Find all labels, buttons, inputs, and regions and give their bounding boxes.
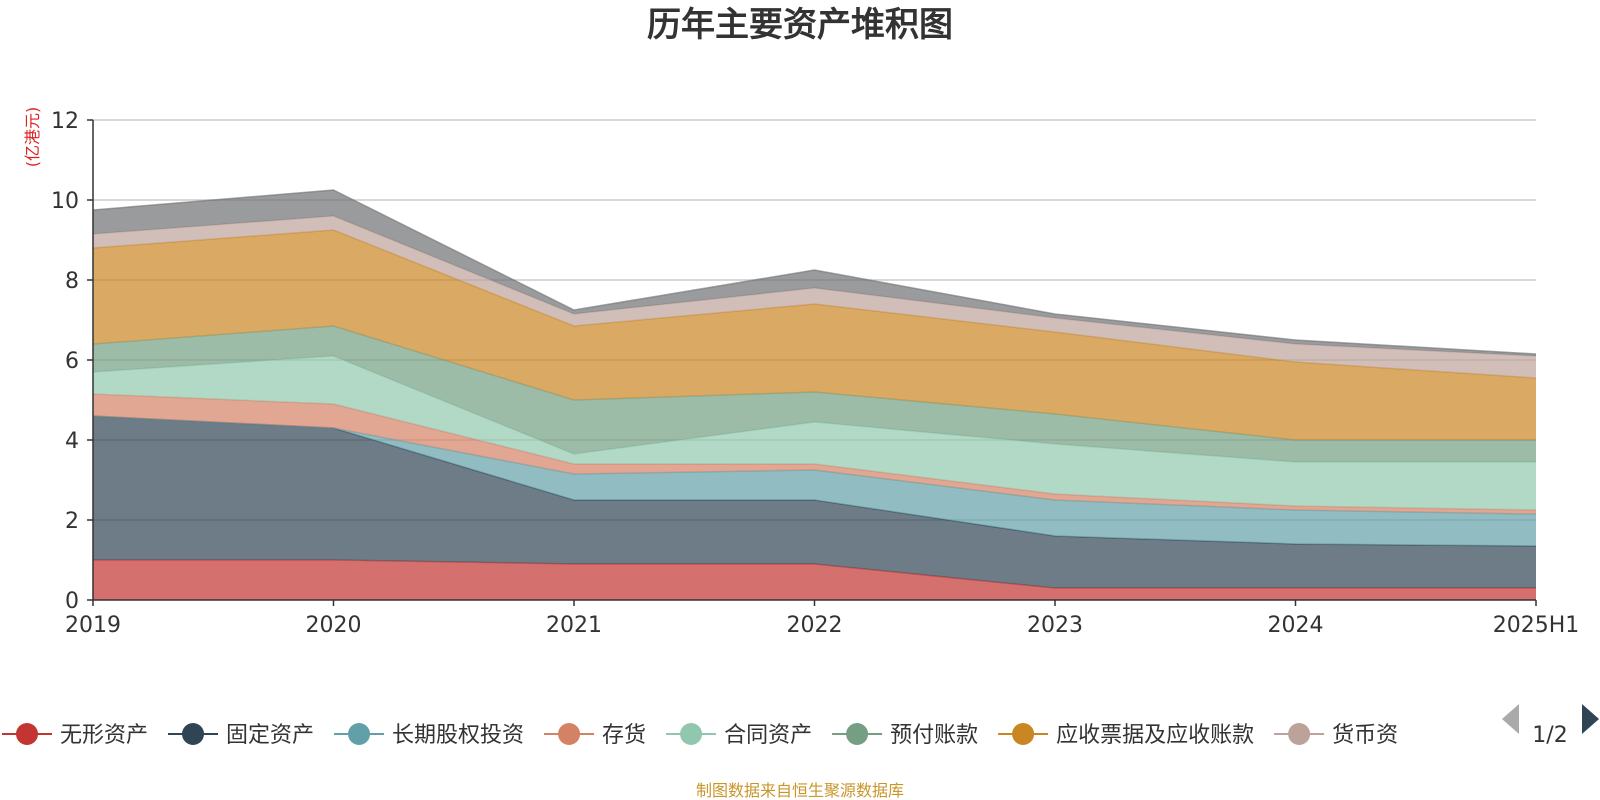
x-tick-label-5: 2024 <box>1268 613 1324 638</box>
legend-marker-4 <box>680 723 703 745</box>
area-series-3 <box>93 394 1536 514</box>
legend-label-3: 存货 <box>602 723 646 748</box>
y-tick-label-0: 0 <box>65 589 79 614</box>
area-series-5 <box>93 326 1536 462</box>
area-series-1 <box>93 416 1536 588</box>
y-tick-label-5: 10 <box>51 189 79 214</box>
y-ticks: 0 2 4 6 8 10 12 <box>51 109 93 614</box>
legend-item-5[interactable]: 预付账款 <box>832 723 978 748</box>
y-tick-label-3: 6 <box>65 349 79 374</box>
legend-marker-5 <box>846 723 869 745</box>
chart-title: 历年主要资产堆积图 <box>647 5 953 45</box>
legend-marker-2 <box>348 723 371 745</box>
area-series-0 <box>93 560 1536 600</box>
x-tick-label-6: 2025H1 <box>1493 613 1580 638</box>
legend-label-4: 合同资产 <box>724 723 812 748</box>
area-series-4 <box>93 356 1536 510</box>
legend[interactable]: 无形资产 固定资产 长期股权投资 存货 合同资产 预付账款 应收票据及应收账款 货币资 <box>2 723 1398 748</box>
area-series-8 <box>93 190 1536 356</box>
data-source-note: 制图数据来自恒生聚源数据库 <box>696 781 904 800</box>
area-series-2 <box>93 416 1536 546</box>
y-tick-label-2: 4 <box>65 429 79 454</box>
legend-item-2[interactable]: 长期股权投资 <box>334 723 524 748</box>
legend-page-indicator: 1/2 <box>1532 723 1567 748</box>
legend-pager[interactable]: 1/2 <box>1502 704 1599 748</box>
x-tick-label-3: 2022 <box>787 613 843 638</box>
legend-item-1[interactable]: 固定资产 <box>168 723 314 748</box>
x-tick-label-1: 2020 <box>306 613 362 638</box>
legend-item-7[interactable]: 货币资 <box>1274 723 1398 748</box>
legend-item-6[interactable]: 应收票据及应收账款 <box>998 723 1254 748</box>
area-series-line-8 <box>92 189 1537 355</box>
y-axis-unit: (亿港元) <box>23 107 42 168</box>
y-tick-label-6: 12 <box>51 109 79 134</box>
legend-item-3[interactable]: 存货 <box>544 723 646 748</box>
legend-item-4[interactable]: 合同资产 <box>666 723 812 748</box>
x-ticks: 2019 2020 2021 2022 2023 2024 2025H1 <box>65 600 1579 638</box>
legend-label-0: 无形资产 <box>60 723 148 748</box>
legend-marker-6 <box>1012 723 1035 745</box>
x-tick-label-4: 2023 <box>1027 613 1083 638</box>
legend-label-1: 固定资产 <box>226 723 314 748</box>
legend-label-7: 货币资 <box>1332 723 1398 748</box>
x-tick-label-0: 2019 <box>65 613 121 638</box>
legend-item-0[interactable]: 无形资产 <box>2 723 148 748</box>
legend-next-icon[interactable] <box>1582 704 1599 734</box>
legend-label-5: 预付账款 <box>890 723 978 748</box>
x-tick-label-2: 2021 <box>546 613 602 638</box>
legend-prev-icon[interactable] <box>1502 704 1519 734</box>
y-tick-label-1: 2 <box>65 509 79 534</box>
legend-label-6: 应收票据及应收账款 <box>1056 723 1254 748</box>
legend-marker-3 <box>558 723 581 745</box>
y-tick-label-4: 8 <box>65 269 79 294</box>
legend-marker-1 <box>182 723 205 745</box>
legend-marker-7 <box>1288 723 1311 745</box>
area-series-6 <box>93 230 1536 440</box>
area-series <box>92 189 1537 600</box>
legend-marker-0 <box>16 723 38 745</box>
legend-label-2: 长期股权投资 <box>392 723 524 748</box>
area-series-7 <box>93 216 1536 378</box>
